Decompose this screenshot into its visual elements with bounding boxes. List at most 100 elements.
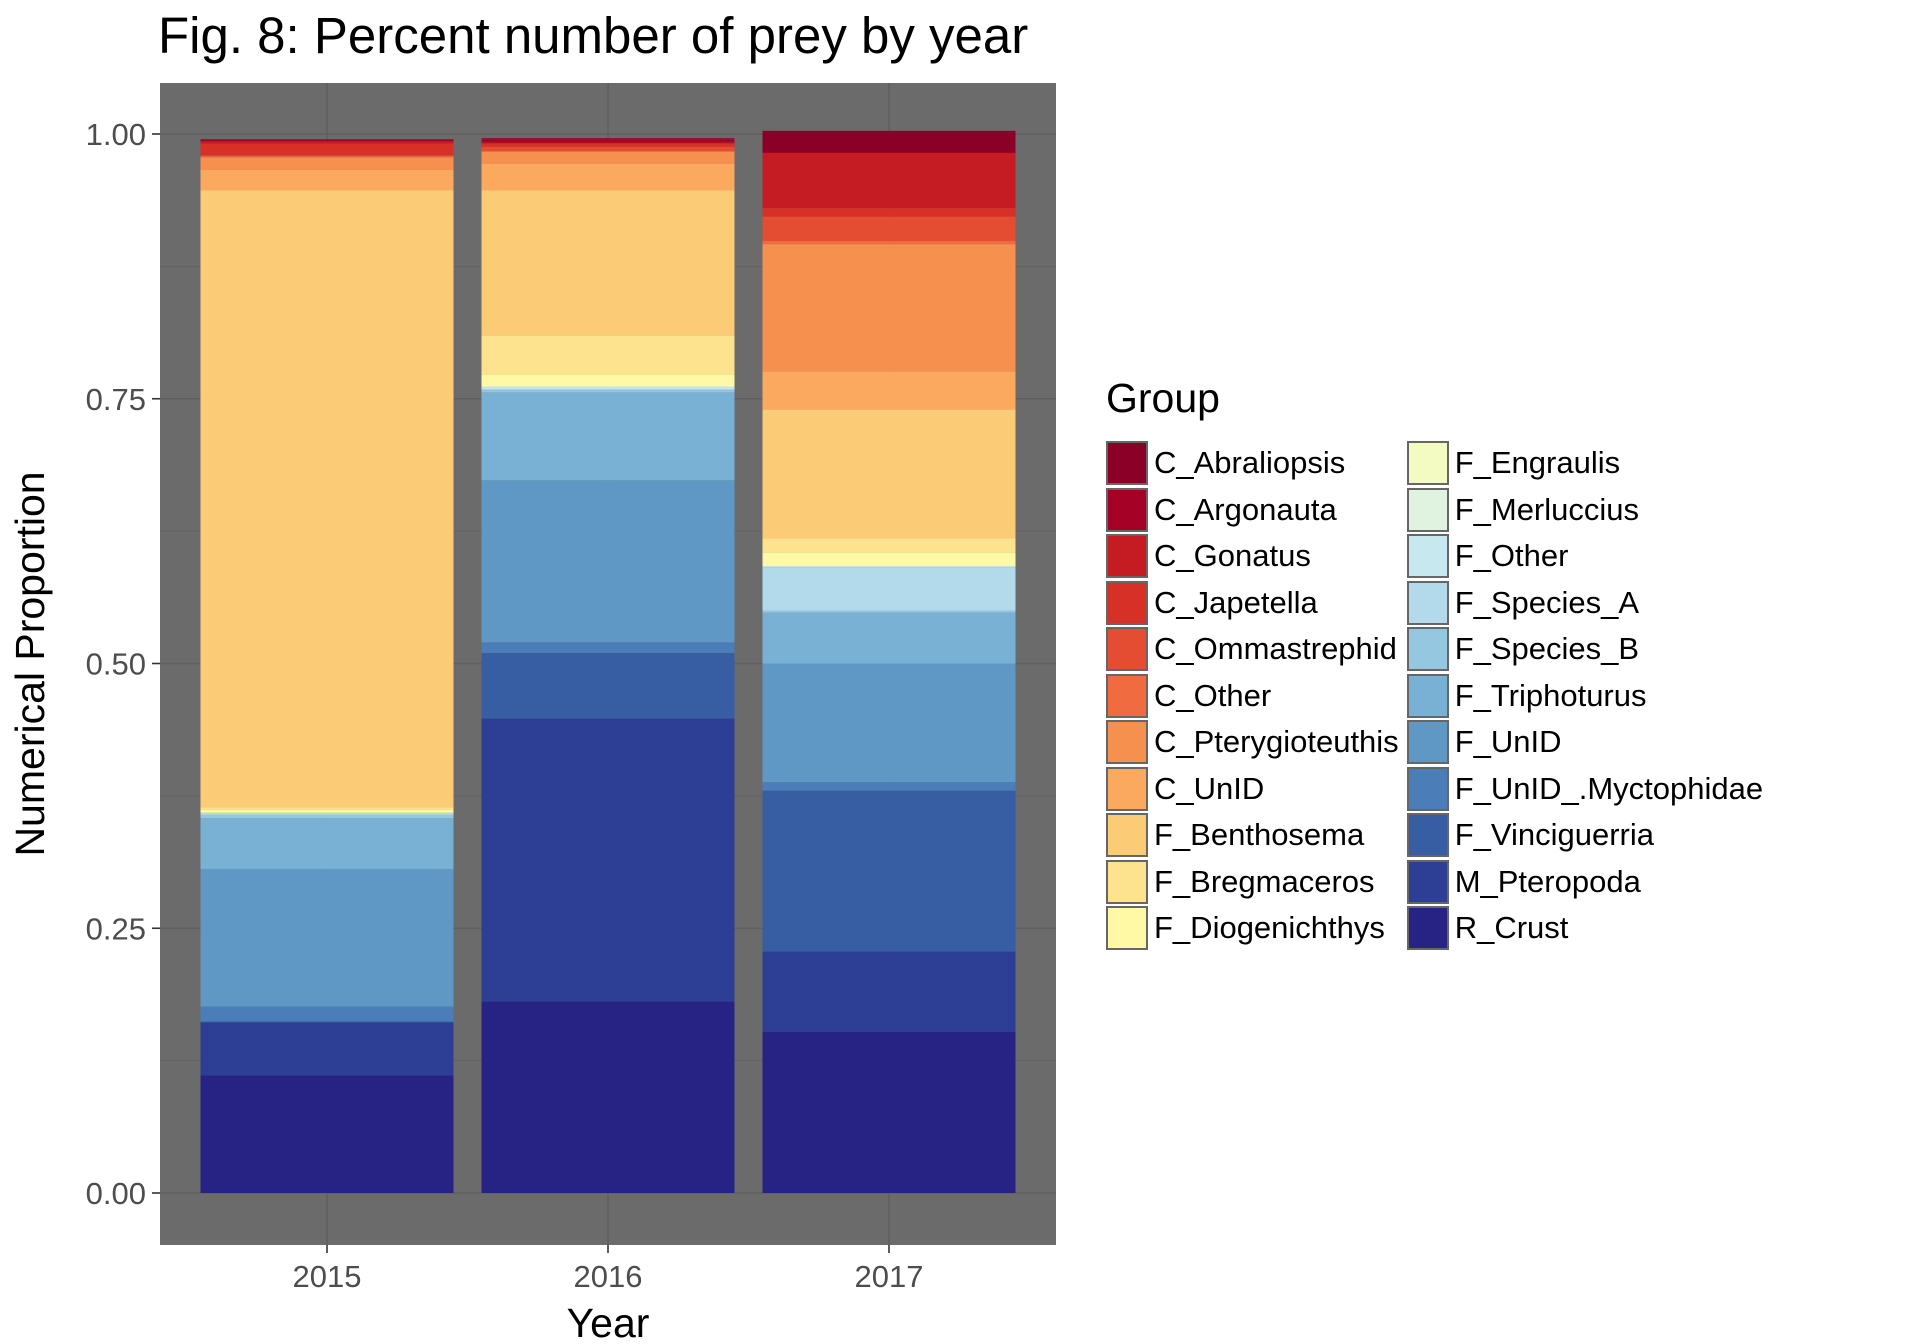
- x-axis-title: Year: [567, 1300, 650, 1344]
- bar-segment-2017-m_pteropoda: [762, 951, 1016, 1033]
- bar-segment-2015-f_triphoturus: [200, 818, 454, 869]
- legend-swatch: [1106, 813, 1148, 858]
- legend-label: F_Triphoturus: [1454, 677, 1647, 713]
- legend-swatch: [1406, 627, 1449, 672]
- legend-swatch: [1106, 906, 1148, 951]
- bar-segment-2016-f_diogenichthys: [481, 374, 735, 387]
- bar-segment-2017-f_vinciguerria: [762, 790, 1016, 952]
- legend-item: F_Engraulis: [1406, 440, 1763, 487]
- bar-segment-2016-f_unid: [481, 480, 735, 643]
- bar-segment-2017-f_other: [762, 566, 1016, 568]
- x-tick-label: 2015: [293, 1259, 362, 1294]
- bar-segment-2017-c_other: [762, 240, 1016, 245]
- bar-segment-2017-f_species_b: [762, 610, 1016, 613]
- bar-segment-2017-f_benthosema: [762, 409, 1016, 539]
- bar-segment-2017-f_species_a: [762, 567, 1016, 611]
- legend-swatch: [1106, 534, 1148, 579]
- legend-swatch: [1106, 673, 1148, 718]
- bar-segment-2016-c_gonatus: [481, 142, 735, 144]
- bar-segment-2017-c_abraliopsis: [762, 130, 1016, 153]
- bar-segment-2016-f_other: [481, 387, 735, 390]
- legend-label: F_Benthosema: [1154, 817, 1365, 853]
- legend-swatch: [1406, 859, 1449, 904]
- y-tick-label: 0.75: [86, 382, 146, 417]
- bar-segment-2017-c_argonauta: [762, 152, 1016, 154]
- legend-swatch: [1406, 487, 1449, 532]
- legend-swatch: [1406, 441, 1449, 486]
- bar-segment-2016-c_unid: [481, 163, 735, 191]
- legend-swatch: [1106, 487, 1148, 532]
- legend-item: M_Pteropoda: [1406, 859, 1763, 906]
- bar-segment-2015-f_species_b: [200, 814, 454, 819]
- legend-label: C_Gonatus: [1154, 538, 1311, 574]
- bar-segment-2016-f_species_a: [481, 389, 735, 391]
- legend-label: F_Species_A: [1454, 584, 1640, 620]
- bar-segment-2017-f_engraulis: [762, 565, 1016, 567]
- legend-item: C_Argonauta: [1106, 487, 1399, 534]
- legend-swatch: [1106, 720, 1148, 765]
- bar-segment-2016-f_merluccius: [481, 386, 735, 388]
- legend-swatch: [1106, 859, 1148, 904]
- legend-column: C_Abraliopsis C_Argonauta C_Gonatus C_Japet…: [1106, 440, 1399, 952]
- legend-item: F_Bregmaceros: [1106, 859, 1399, 906]
- legend-item: F_Merluccius: [1406, 487, 1763, 534]
- legend-item: F_Other: [1406, 533, 1763, 580]
- bar-segment-2015-f_diogenichthys: [200, 809, 454, 813]
- legend-item: C_UnID: [1106, 766, 1399, 813]
- bar-segment-2015-c_pterygioteuthis: [200, 157, 454, 171]
- y-tick-label: 0.25: [86, 911, 146, 946]
- bar-segment-2016-f_bregmaceros: [481, 335, 735, 375]
- legend-label: C_Ommastrephid: [1154, 631, 1397, 667]
- bar-segment-2015-f_species_a: [200, 812, 454, 815]
- bar-segment-2017-f_unid_.myctophidae: [762, 782, 1016, 791]
- legend-swatch: [1406, 906, 1449, 951]
- legend-label: C_Other: [1154, 677, 1272, 713]
- x-tick-label: 2016: [574, 1259, 643, 1294]
- bar-segment-2015-f_unid: [200, 868, 454, 1007]
- legend-item: F_Diogenichthys: [1106, 905, 1399, 952]
- y-tick-label: 0.00: [86, 1176, 146, 1211]
- bar-segment-2016-c_ommastrephid: [481, 146, 735, 151]
- legend-label: F_Other: [1454, 538, 1569, 574]
- y-tick-label: 0.50: [86, 647, 146, 682]
- bar-segment-2015-c_unid: [200, 170, 454, 191]
- legend-label: F_Merluccius: [1454, 491, 1640, 527]
- bar-segment-2015-c_abraliopsis: [200, 139, 454, 141]
- legend-label: M_Pteropoda: [1454, 863, 1641, 899]
- chart-title: Fig. 8: Percent number of prey by year: [158, 7, 1029, 64]
- legend-item: F_Species_B: [1406, 626, 1763, 673]
- legend-swatch: [1106, 627, 1148, 672]
- legend-label: C_Abraliopsis: [1154, 445, 1346, 481]
- legend-label: C_Argonauta: [1154, 491, 1337, 527]
- legend-label: F_UnID: [1454, 724, 1562, 760]
- bar-segment-2015-c_japetella: [200, 143, 454, 156]
- legend-label: C_UnID: [1154, 770, 1265, 806]
- y-axis-title: Numerical Proportion: [7, 471, 53, 856]
- bar-segment-2016-f_vinciguerria: [481, 652, 735, 719]
- legend-items: C_Abraliopsis C_Argonauta C_Gonatus C_Japet…: [1106, 440, 1763, 952]
- bar-segment-2015-c_gonatus: [200, 141, 454, 144]
- x-tick-label: 2017: [855, 1259, 924, 1294]
- legend-label: F_Engraulis: [1454, 445, 1621, 481]
- bar-segment-2017-f_diogenichthys: [762, 552, 1016, 566]
- bar-segment-2017-f_unid: [762, 663, 1016, 783]
- bar-segment-2016-c_other: [481, 150, 735, 153]
- bar-segment-2015-c_other: [200, 156, 454, 158]
- legend-swatch: [1406, 813, 1449, 858]
- bar-segment-2015-r_crust: [200, 1075, 454, 1193]
- legend-swatch: [1406, 720, 1449, 765]
- bar-segment-2015-f_vinciguerria: [200, 1021, 454, 1023]
- bar-segment-2017-f_triphoturus: [762, 612, 1016, 664]
- y-axis: 0.00 0.25 0.50 0.75 1.00: [86, 117, 160, 1211]
- bar-segment-2016-f_triphoturus: [481, 392, 735, 481]
- legend-item: R_Crust: [1406, 905, 1763, 952]
- legend-item: C_Pterygioteuthis: [1106, 719, 1399, 766]
- legend-swatch: [1106, 580, 1148, 625]
- bar-segment-2017-f_bregmaceros: [762, 538, 1016, 553]
- legend-item: F_Species_A: [1406, 580, 1763, 627]
- bar-segment-2017-c_pterygioteuthis: [762, 244, 1016, 372]
- bar-segment-2015-f_benthosema: [200, 190, 454, 808]
- bar-segment-2016-f_benthosema: [481, 190, 735, 336]
- legend-item: C_Abraliopsis: [1106, 440, 1399, 487]
